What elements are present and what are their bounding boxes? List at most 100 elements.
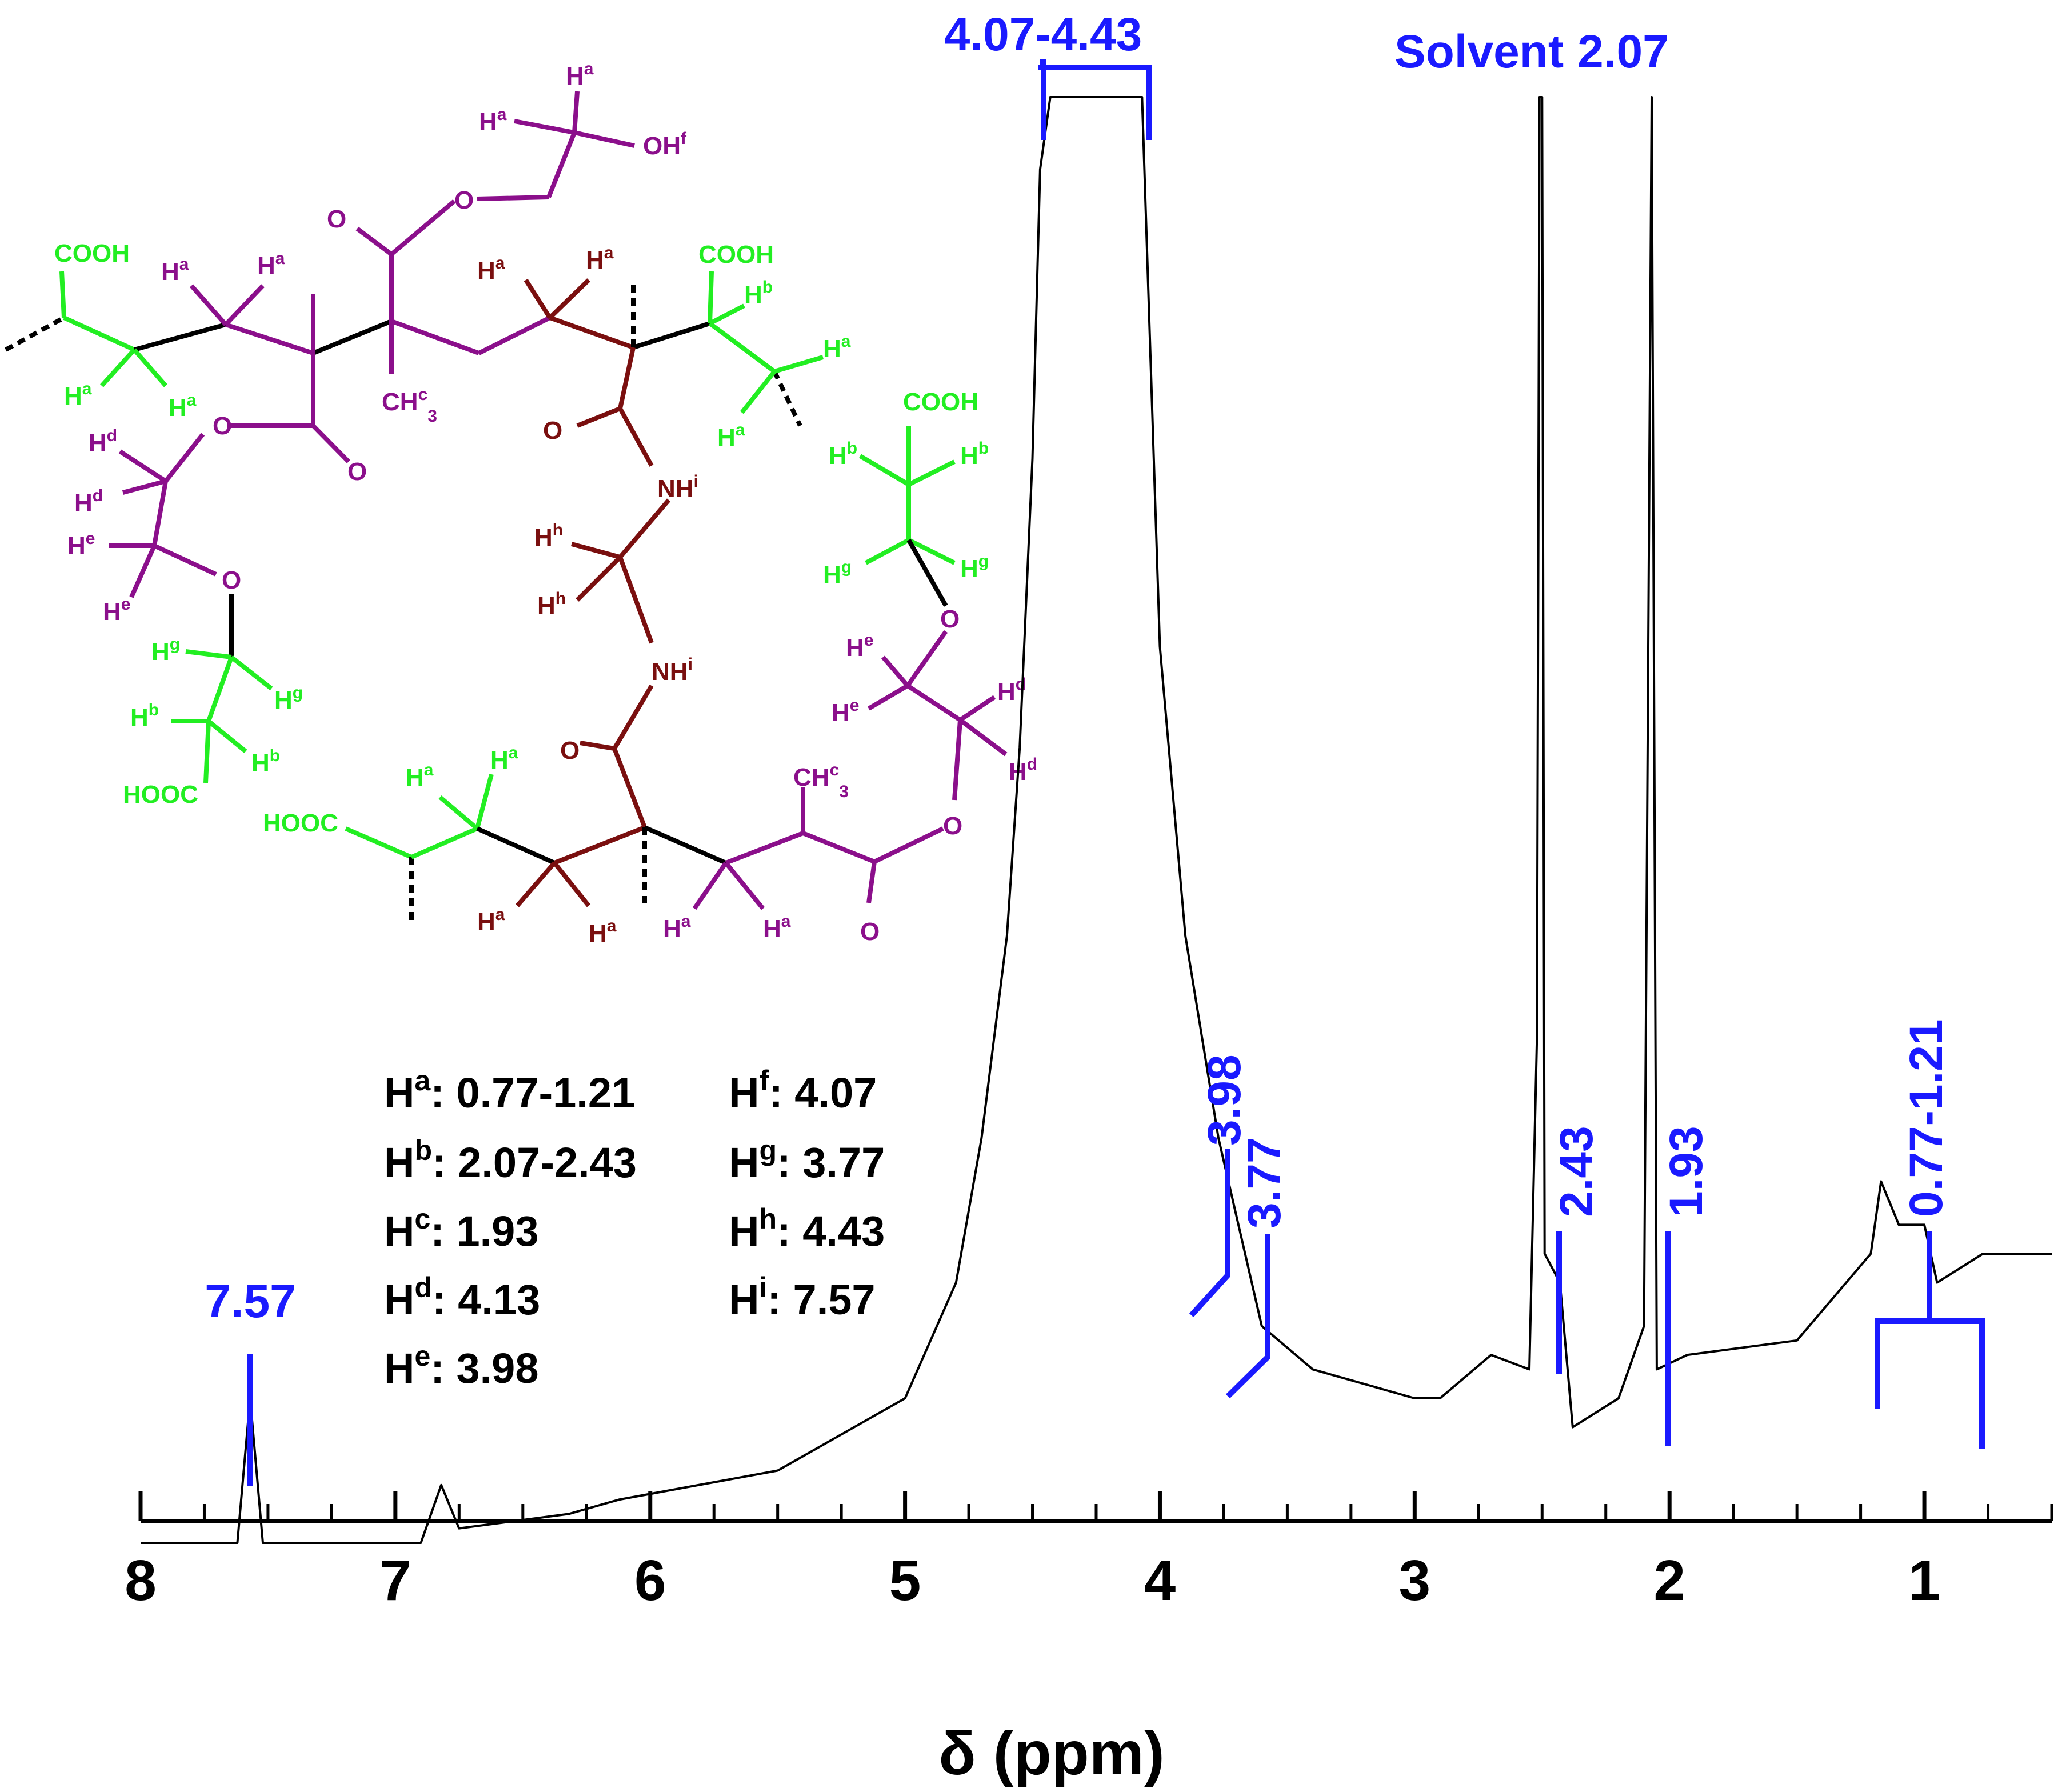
leader-3.77	[1225, 1234, 1270, 1399]
label-h: Ha	[763, 912, 791, 943]
bond	[132, 348, 168, 387]
bond	[773, 355, 824, 374]
label-h: Hg	[823, 558, 852, 589]
label-o: O	[347, 458, 367, 486]
bracket-0.77-1.21	[1875, 1318, 1985, 1449]
bond	[572, 91, 580, 133]
x-tick-label: 2	[1653, 1549, 1685, 1613]
bond	[618, 556, 654, 644]
x-tick-label: 6	[634, 1549, 666, 1613]
bond	[952, 719, 962, 801]
bracket-4.07-4.43	[1041, 65, 1152, 140]
assignment-ha: Ha: 0.77-1.21	[384, 1065, 635, 1117]
label-hooc: HOOC	[123, 781, 198, 809]
label-h: Ha	[490, 743, 518, 774]
bond	[129, 545, 157, 598]
bond	[906, 683, 962, 722]
bond	[548, 278, 590, 319]
assignment-hh: Hh: 4.43	[729, 1203, 885, 1255]
bond	[203, 721, 211, 783]
assignment-hf: Hf: 4.07	[729, 1065, 877, 1117]
label-hooc: HOOC	[263, 809, 338, 837]
spectrum-line	[141, 96, 2052, 1544]
bond	[725, 831, 804, 865]
label-h: He	[103, 595, 130, 626]
bond	[612, 684, 654, 750]
label-nh: NHi	[657, 472, 698, 503]
bond	[709, 303, 745, 326]
label-h: Ha	[406, 761, 434, 791]
label-nh: NHi	[652, 655, 693, 686]
peak-label-3.98: 3.98	[1198, 1054, 1250, 1146]
bond	[546, 131, 577, 198]
x-tick-label: 8	[125, 1549, 157, 1613]
label-h: Ha	[161, 255, 189, 286]
label-o: O	[560, 737, 580, 765]
bond	[632, 321, 711, 350]
bond	[570, 542, 621, 559]
bond	[478, 315, 551, 355]
label-o: O	[860, 918, 880, 946]
backbone-dash	[5, 315, 65, 352]
assignment-hb: Hb: 2.07-2.43	[384, 1134, 637, 1186]
bond	[312, 319, 393, 355]
leader-3.98	[1189, 1149, 1230, 1318]
bond	[618, 407, 654, 467]
label-h: Hb	[960, 439, 989, 470]
label-o: O	[940, 605, 960, 633]
bond	[552, 861, 591, 907]
bond	[576, 406, 621, 428]
label-o: O	[454, 186, 474, 214]
label-h: Ha	[566, 59, 594, 90]
bond	[908, 538, 956, 565]
assignment-hd: Hd: 4.13	[384, 1271, 540, 1323]
bond	[206, 656, 234, 722]
label-o: O	[543, 417, 562, 445]
bond	[708, 321, 776, 374]
bond	[118, 449, 167, 483]
label-o: O	[222, 566, 241, 594]
bond	[524, 278, 552, 319]
label-cooh: COOH	[698, 241, 774, 269]
label-cooh: COOH	[54, 239, 130, 267]
bond	[549, 315, 634, 350]
bond	[63, 315, 135, 352]
peak-label-4.07-4.43: 4.07-4.43	[944, 9, 1142, 61]
bond	[355, 226, 393, 257]
label-h: Ha	[586, 243, 614, 274]
label-h: Hb	[251, 746, 280, 777]
bond	[612, 747, 647, 829]
bond	[133, 322, 227, 352]
label-h: Hd	[74, 486, 103, 517]
x-tick-label: 7	[379, 1549, 411, 1613]
bond	[224, 284, 265, 326]
x-tick-label: 5	[889, 1549, 921, 1613]
label-h: Ha	[169, 391, 197, 422]
x-axis: 8 7 6 5 4 3 2 1	[125, 1491, 2053, 1613]
x-axis-title: δ (ppm)	[938, 1718, 1164, 1787]
label-h: Ha	[823, 332, 851, 363]
label-cooh: COOH	[903, 388, 978, 416]
bond	[345, 826, 413, 859]
bond	[867, 683, 909, 711]
label-oh: OHf	[643, 129, 687, 160]
label-h: Hg	[960, 552, 989, 583]
bond	[708, 271, 714, 324]
label-o: O	[943, 812, 962, 840]
bond	[438, 795, 479, 831]
label-h: Ha	[64, 379, 92, 410]
bond	[576, 555, 622, 602]
bond	[866, 861, 877, 903]
bond	[958, 695, 996, 722]
bond	[553, 825, 646, 865]
peak-label-7.57: 7.57	[205, 1275, 296, 1327]
label-h: Ha	[479, 105, 507, 136]
label-h: Hd	[89, 426, 117, 457]
label-h: Ha	[663, 912, 691, 943]
bond	[865, 538, 910, 565]
peak-label-3.77: 3.77	[1238, 1137, 1290, 1229]
bond	[873, 826, 944, 864]
bond	[225, 322, 314, 355]
bond	[153, 543, 217, 577]
